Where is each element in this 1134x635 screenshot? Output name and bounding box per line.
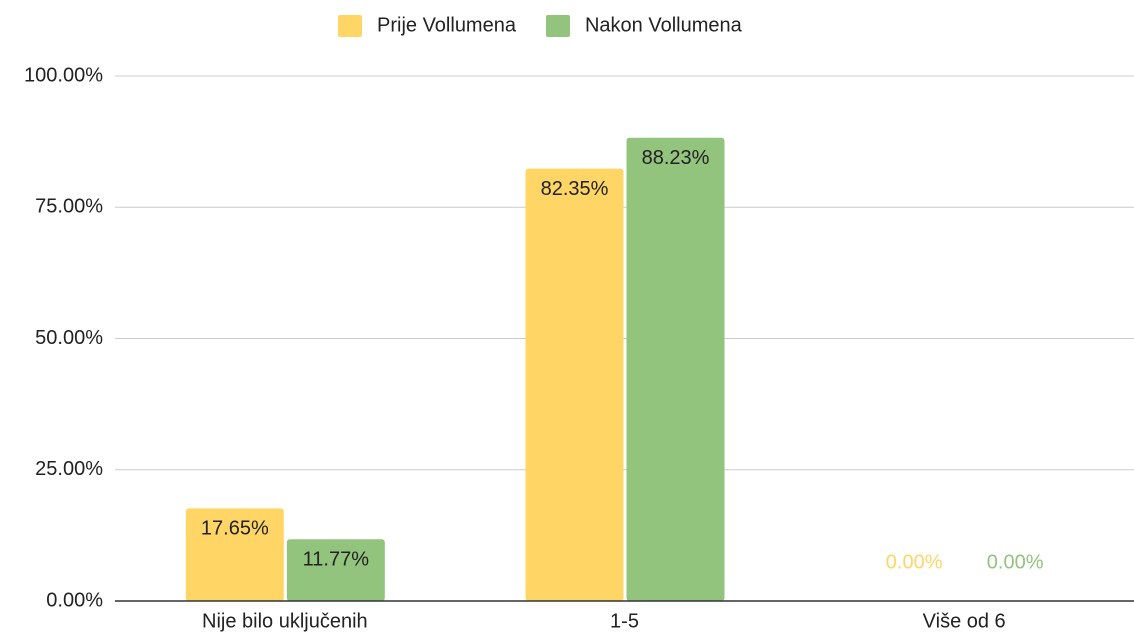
value-label: 11.77%	[303, 548, 370, 570]
y-tick-label: 100.00%	[24, 64, 103, 86]
value-label: 0.00%	[886, 551, 943, 573]
y-tick-label: 75.00%	[35, 196, 103, 218]
value-label: 0.00%	[987, 551, 1044, 573]
bar	[626, 137, 725, 602]
bar	[525, 168, 624, 601]
legend-label: Prije Vollumena	[377, 14, 517, 36]
value-label: 82.35%	[541, 178, 609, 200]
y-tick-label: 0.00%	[46, 589, 103, 611]
x-tick-label: Više od 6	[923, 610, 1006, 632]
bar	[286, 539, 385, 601]
y-tick-label: 25.00%	[35, 458, 103, 480]
legend-swatch	[545, 15, 570, 37]
y-tick-label: 50.00%	[35, 327, 103, 349]
value-label: 17.65%	[201, 518, 269, 540]
x-tick-label: 1-5	[610, 610, 639, 632]
legend-swatch	[338, 15, 362, 37]
legend-label: Nakon Vollumena	[585, 14, 743, 36]
bar	[185, 508, 284, 601]
value-label: 88.23%	[642, 147, 710, 169]
x-tick-label: Nije bilo uključenih	[202, 610, 368, 632]
